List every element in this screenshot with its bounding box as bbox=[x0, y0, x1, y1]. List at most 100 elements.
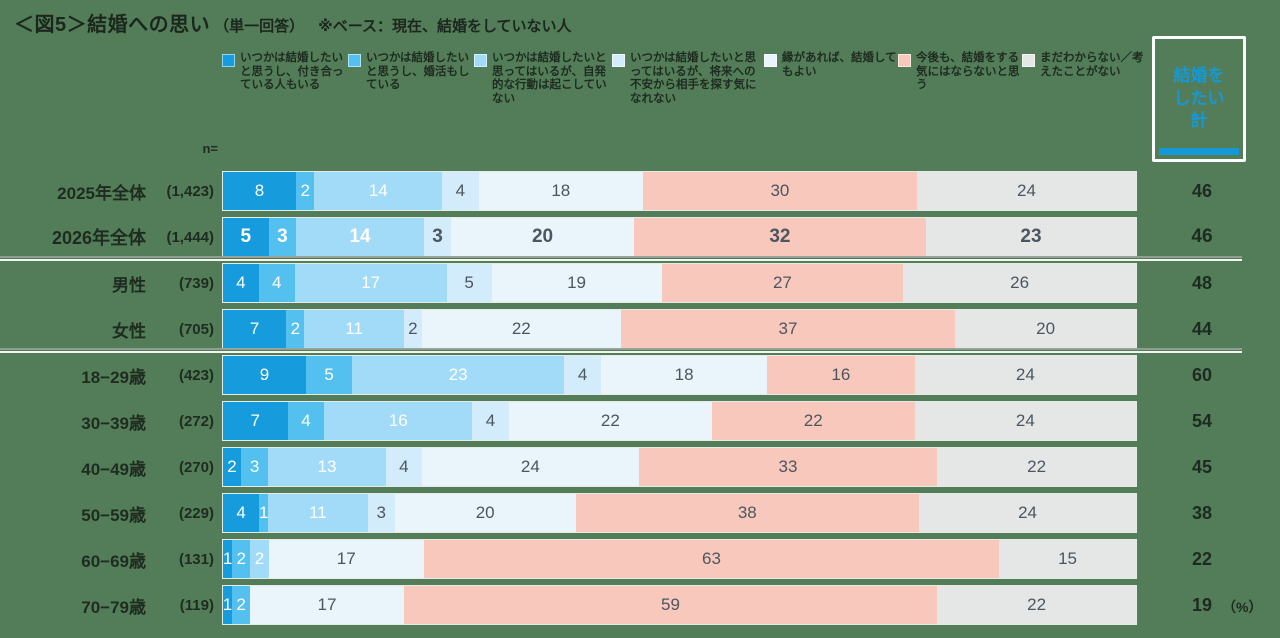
bar-segment-value: 23 bbox=[1020, 226, 1042, 247]
bar-segment-value: 5 bbox=[464, 273, 474, 292]
bar-segment: 2 bbox=[232, 586, 251, 624]
legend-item: いつかは結婚したいと思ってはいるが、将来への不安から相手を探す気になれない bbox=[612, 52, 764, 106]
row-total-value: 45 bbox=[1191, 456, 1213, 477]
bar-segment: 11 bbox=[268, 494, 368, 532]
row-total-value: 60 bbox=[1191, 364, 1213, 385]
bar-segment-value: 22 bbox=[1027, 457, 1047, 476]
chart-row: 女性 (705) 7 2 11 2 22 37 20 44 bbox=[0, 306, 1280, 352]
bar-segment: 2 bbox=[286, 310, 305, 348]
bar-segment: 3 bbox=[241, 448, 269, 486]
chart-row: 40−49歳 (270) 2 3 13 4 24 33 22 45 bbox=[0, 444, 1280, 490]
row-sample-size: (270) bbox=[178, 458, 214, 476]
legend-color-chip bbox=[612, 54, 625, 67]
bar-segment-value: 2 bbox=[227, 457, 237, 476]
bar-segment: 1 bbox=[223, 540, 232, 578]
bar-segment-value: 5 bbox=[240, 226, 252, 247]
row-sample-size: (272) bbox=[178, 412, 214, 430]
bar-segment-value: 7 bbox=[250, 411, 261, 430]
bar-segment: 22 bbox=[937, 586, 1137, 624]
bar-segment: 4 bbox=[223, 494, 260, 532]
bar-segment-value: 8 bbox=[254, 181, 265, 200]
bar-segment: 16 bbox=[767, 356, 915, 394]
bar-segment-value: 16 bbox=[831, 365, 851, 384]
page-title: ＜図5＞結婚への思い （単一回答） ※ベース：現在、結婚をしていない人 bbox=[14, 8, 572, 37]
bar-segment: 24 bbox=[914, 356, 1136, 394]
bar-segment: 22 bbox=[711, 402, 915, 440]
stacked-bar: 4 4 17 5 19 27 26 bbox=[222, 263, 1137, 303]
stacked-bar: 7 4 16 4 22 22 24 bbox=[222, 401, 1137, 441]
bar-segment-value: 14 bbox=[349, 226, 371, 247]
bar-segment-value: 33 bbox=[778, 457, 798, 476]
legend-color-chip bbox=[764, 54, 777, 67]
bar-segment-value: 22 bbox=[803, 411, 823, 430]
bar-segment: 4 bbox=[385, 448, 422, 486]
bar-segment-value: 4 bbox=[301, 411, 311, 430]
bar-segment: 38 bbox=[575, 494, 920, 532]
bar-segment-value: 32 bbox=[769, 226, 791, 247]
legend-label: まだわからない／考えたことがない bbox=[1040, 52, 1144, 78]
stacked-bar: 5 3 14 3 20 32 23 bbox=[222, 217, 1137, 257]
marriage-intent-total-header: 結婚を したい 計 bbox=[1152, 36, 1246, 162]
bar-segment: 1 bbox=[259, 494, 268, 532]
bar-segment: 26 bbox=[903, 264, 1136, 302]
legend-color-chip bbox=[348, 54, 361, 67]
bar-segment: 3 bbox=[268, 218, 297, 256]
bar-segment: 63 bbox=[423, 540, 1000, 578]
bar-segment-value: 4 bbox=[236, 503, 246, 522]
bar-segment: 27 bbox=[661, 264, 904, 302]
bar-segment: 5 bbox=[223, 218, 269, 256]
group-separator bbox=[0, 256, 1242, 261]
bar-segment: 20 bbox=[451, 218, 634, 256]
bar-segment: 59 bbox=[403, 586, 938, 624]
stacked-bar: 7 2 11 2 22 37 20 bbox=[222, 309, 1137, 349]
group-separator bbox=[0, 348, 1242, 353]
bar-segment-value: 18 bbox=[551, 181, 571, 200]
bar-segment: 3 bbox=[423, 218, 452, 256]
bar-segment-value: 4 bbox=[399, 457, 409, 476]
row-total-value: 54 bbox=[1191, 410, 1213, 431]
chart-title-answer-type: （単一回答） bbox=[214, 18, 305, 35]
bar-segment-value: 63 bbox=[701, 549, 721, 568]
row-label: 70−79歳 bbox=[81, 597, 146, 617]
row-label: 2026年全体 bbox=[51, 228, 146, 248]
legend-label: 縁があれば、結婚してもよい bbox=[782, 52, 897, 78]
legend-label: いつかは結婚したいと思ってはいるが、将来への不安から相手を探す気になれない bbox=[630, 52, 757, 105]
row-label: 30−39歳 bbox=[81, 413, 146, 433]
row-total-value: 46 bbox=[1191, 180, 1213, 201]
bar-segment-value: 22 bbox=[511, 319, 531, 338]
bar-segment: 24 bbox=[919, 494, 1137, 532]
bar-segment: 4 bbox=[564, 356, 602, 394]
chart-row: 2026年全体 (1,444) 5 3 14 3 20 32 23 46 bbox=[0, 214, 1280, 260]
bar-segment: 37 bbox=[620, 310, 956, 348]
bar-segment-value: 2 bbox=[300, 181, 310, 200]
row-label: 18−29歳 bbox=[81, 367, 146, 387]
chart-rows: 2025年全体 (1,423) 8 2 14 4 18 30 24 46 2026年全体 (1,444… bbox=[0, 168, 1280, 628]
bar-segment-value: 13 bbox=[317, 457, 337, 476]
row-sample-size: (1,423) bbox=[166, 182, 214, 200]
bar-segment-value: 30 bbox=[770, 181, 790, 200]
stacked-bar: 1 2 17 59 22 bbox=[222, 585, 1137, 625]
bar-segment-value: 1 bbox=[222, 595, 233, 614]
bar-segment: 2 bbox=[403, 310, 422, 348]
bar-segment: 23 bbox=[926, 218, 1136, 256]
bar-segment-value: 4 bbox=[271, 273, 282, 292]
legend-label: いつかは結婚したいと思ってはいるが、自発的な行動は起こしていない bbox=[492, 52, 607, 105]
total-header-line: 計 bbox=[1190, 111, 1208, 131]
stacked-bar: 9 5 23 4 18 16 24 bbox=[222, 355, 1137, 395]
row-sample-size: (229) bbox=[178, 504, 214, 522]
bar-segment-value: 24 bbox=[1016, 181, 1036, 200]
bar-segment-value: 2 bbox=[236, 595, 246, 614]
bar-segment: 17 bbox=[294, 264, 447, 302]
row-total-value: 44 bbox=[1191, 318, 1213, 339]
bar-segment-value: 59 bbox=[661, 595, 680, 614]
row-total-value: 22 bbox=[1191, 548, 1213, 569]
chart-row: 2025年全体 (1,423) 8 2 14 4 18 30 24 46 bbox=[0, 168, 1280, 214]
row-label: 2025年全体 bbox=[57, 183, 146, 203]
bar-segment-value: 5 bbox=[324, 365, 334, 384]
chart-row: 30−39歳 (272) 7 4 16 4 22 22 24 54 bbox=[0, 398, 1280, 444]
bar-segment-value: 11 bbox=[345, 319, 363, 338]
sample-size-header: n= bbox=[202, 141, 218, 156]
legend-color-chip bbox=[1022, 54, 1035, 67]
bar-segment: 5 bbox=[306, 356, 353, 394]
bar-segment-value: 1 bbox=[222, 549, 233, 568]
